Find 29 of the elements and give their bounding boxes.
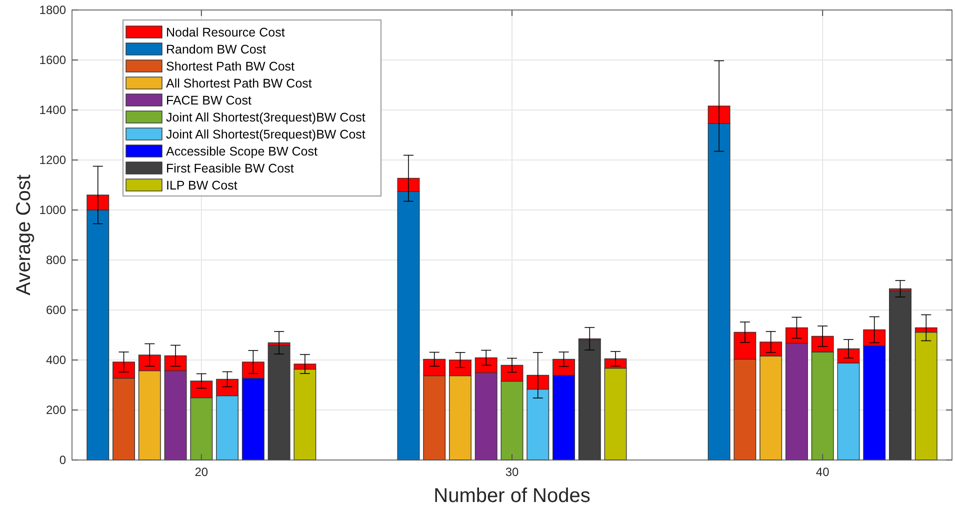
bar	[578, 340, 601, 460]
x-tick-label: 20	[194, 465, 208, 479]
x-tick-label: 30	[505, 465, 519, 479]
legend-label: Shortest Path BW Cost	[166, 59, 296, 74]
y-tick-label: 1600	[39, 53, 66, 68]
y-tick-label: 600	[46, 303, 66, 318]
bar	[268, 344, 290, 460]
y-tick-label: 1800	[39, 3, 66, 18]
legend-label: First Feasible BW Cost	[166, 161, 294, 176]
y-tick-label: 400	[46, 353, 66, 368]
y-tick-label: 200	[46, 403, 66, 418]
bar	[889, 290, 912, 460]
legend-label: ILP BW Cost	[166, 178, 238, 192]
y-tick-label: 0	[59, 453, 66, 468]
y-axis-title: Average Cost	[13, 174, 35, 296]
legend-label: Accessible Scope BW Cost	[166, 144, 318, 158]
legend-label: Random BW Cost	[166, 42, 267, 56]
legend-label: All Shortest Path BW Cost	[166, 76, 312, 90]
legend-label: Joint All Shortest(5request)BW Cost	[166, 127, 366, 142]
legend-label: Nodal Resource Cost	[166, 25, 286, 40]
legend-label: FACE BW Cost	[166, 93, 252, 108]
bar	[914, 332, 938, 460]
y-tick-label: 1200	[39, 153, 66, 168]
y-tick-label: 1000	[39, 203, 66, 218]
y-tick-label: 800	[46, 253, 66, 268]
legend-label: Joint All Shortest(3request)BW Cost	[166, 110, 366, 124]
x-axis-title: Number of Nodes	[434, 485, 590, 507]
x-tick-label: 40	[816, 465, 830, 479]
y-tick-label: 1400	[39, 103, 66, 118]
